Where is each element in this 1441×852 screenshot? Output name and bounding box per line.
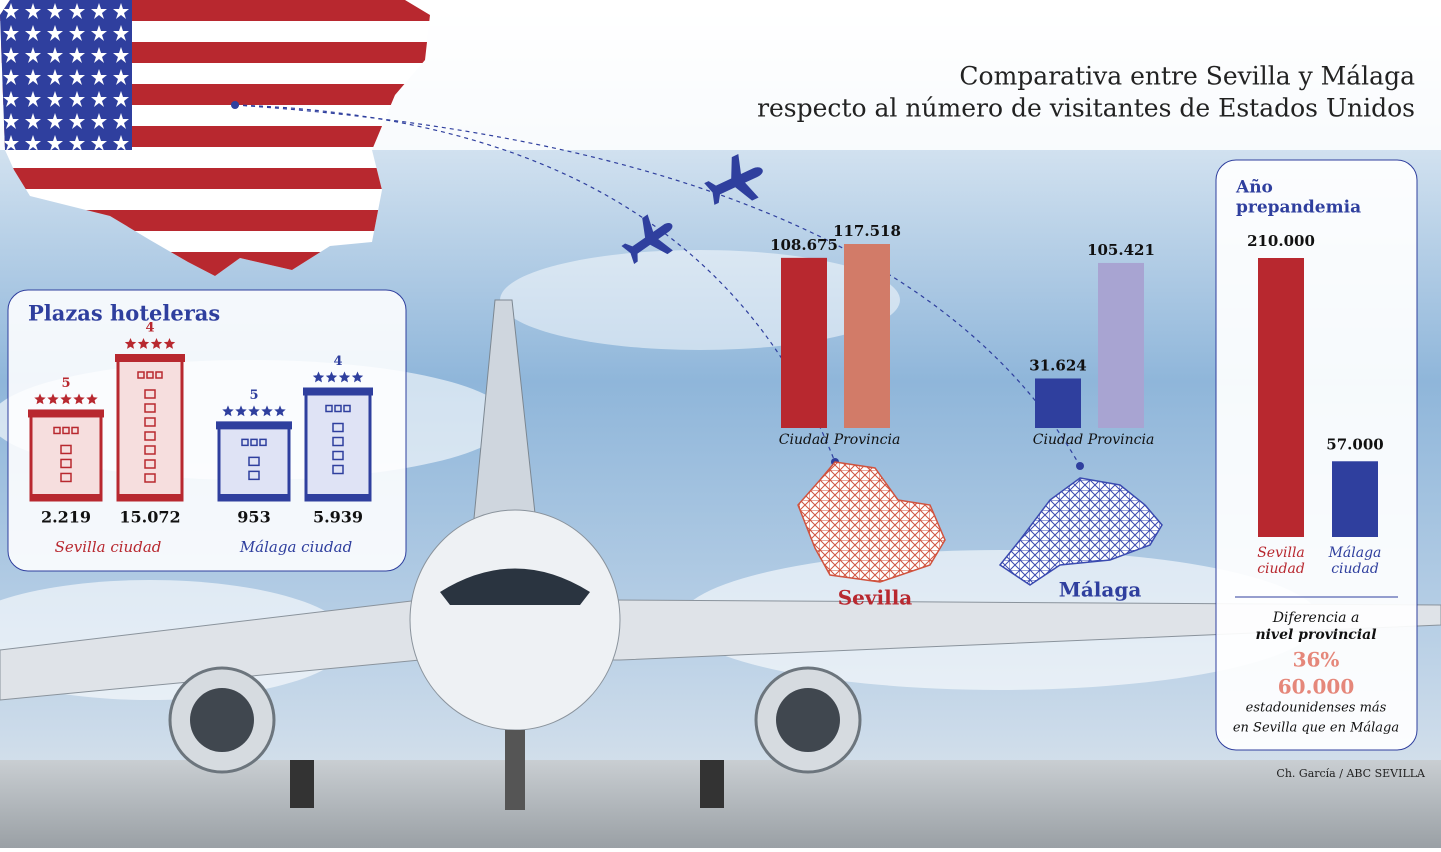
panel-title: Año xyxy=(1235,178,1273,198)
category-label: Sevilla ciudad xyxy=(1246,545,1316,577)
value-label: 5.939 xyxy=(313,508,363,527)
title-line: Comparativa entre Sevilla y Málaga xyxy=(959,62,1415,91)
category-label: Ciudad xyxy=(779,432,830,448)
note-text: Diferencia a xyxy=(1272,610,1360,626)
building-body xyxy=(118,360,182,500)
value-label: 2.219 xyxy=(41,508,91,527)
legend-label: Málaga ciudad xyxy=(239,538,352,556)
building-roof xyxy=(216,421,292,429)
hotel-building xyxy=(28,409,104,500)
bar xyxy=(844,244,890,428)
category-label: Málaga ciudad xyxy=(1320,545,1390,585)
value-label: 117.518 xyxy=(833,222,901,240)
note-percent: 36% xyxy=(1293,648,1340,672)
building-base xyxy=(31,494,101,500)
bar xyxy=(1035,378,1081,428)
note-text: en Sevilla que en Málaga xyxy=(1233,721,1399,736)
category-label: Ciudad xyxy=(1033,432,1084,448)
note-text: nivel provincial xyxy=(1255,627,1376,643)
star-count: 5 xyxy=(61,376,70,391)
star-count: 5 xyxy=(249,388,258,403)
building-roof xyxy=(28,409,104,417)
value-label: 57.000 xyxy=(1326,435,1383,453)
building-base xyxy=(306,494,370,500)
panel-title: Plazas hoteleras xyxy=(28,301,220,326)
building-base xyxy=(219,494,289,500)
building-roof xyxy=(303,388,373,396)
category-label: Provincia xyxy=(1087,432,1155,448)
star-count: 4 xyxy=(145,321,154,336)
building-roof xyxy=(115,354,185,362)
hotel-building xyxy=(115,354,185,500)
value-label: 31.624 xyxy=(1029,356,1086,374)
panel-title: prepandemia xyxy=(1236,198,1361,218)
legend-label: Sevilla ciudad xyxy=(55,538,162,556)
hotel-building xyxy=(216,421,292,500)
note-text: estadounidenses más xyxy=(1246,701,1387,716)
bar xyxy=(1098,263,1144,428)
region-name: Málaga xyxy=(1059,578,1142,602)
category-label: Sevilla ciudad xyxy=(1246,545,1316,585)
value-label: 108.675 xyxy=(770,236,838,254)
star-count: 4 xyxy=(333,354,342,369)
value-label: 953 xyxy=(237,508,270,527)
building-body xyxy=(219,427,289,500)
hotel-building xyxy=(303,388,373,500)
value-label: 210.000 xyxy=(1247,232,1315,250)
bar xyxy=(781,258,827,428)
bar xyxy=(1332,461,1378,537)
credit: Ch. García / ABC SEVILLA xyxy=(1276,767,1426,780)
category-label: Provincia xyxy=(833,432,901,448)
bar xyxy=(1258,258,1304,537)
note-amount: 60.000 xyxy=(1278,675,1355,699)
value-label: 15.072 xyxy=(119,508,180,527)
building-body xyxy=(306,394,370,500)
value-label: 105.421 xyxy=(1087,241,1155,259)
region-name: Sevilla xyxy=(838,586,913,610)
title-line: respecto al número de visitantes de Esta… xyxy=(757,94,1415,123)
building-base xyxy=(118,494,182,500)
infographic: Comparativa entre Sevilla y Málaga respe… xyxy=(0,0,1441,848)
category-label: Málaga ciudad xyxy=(1320,545,1390,577)
